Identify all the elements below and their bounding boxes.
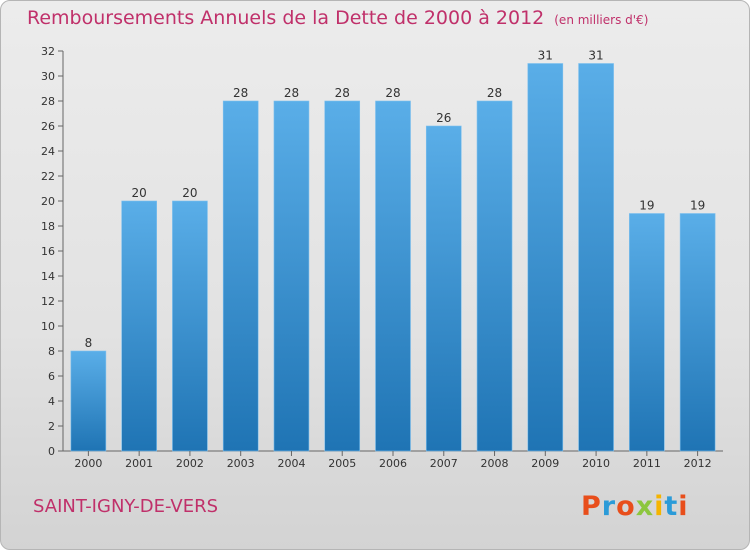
bar bbox=[70, 350, 107, 452]
bar bbox=[578, 63, 614, 452]
chart-title: Remboursements Annuels de la Dette de 20… bbox=[27, 7, 545, 29]
y-tick-label: 2 bbox=[48, 420, 55, 433]
bar bbox=[172, 200, 208, 452]
x-tick-label: 2004 bbox=[277, 457, 305, 470]
bar bbox=[273, 100, 310, 452]
bar-value-label: 31 bbox=[588, 49, 603, 63]
y-tick-label: 22 bbox=[41, 170, 55, 183]
bar bbox=[527, 63, 564, 452]
title-block: Remboursements Annuels de la Dette de 20… bbox=[27, 7, 648, 29]
bar bbox=[629, 213, 665, 452]
bar-value-label: 28 bbox=[385, 86, 400, 100]
y-tick-label: 32 bbox=[41, 45, 55, 58]
bar-value-label: 26 bbox=[436, 111, 451, 125]
logo-letter: P bbox=[581, 491, 602, 522]
x-tick-label: 2003 bbox=[227, 457, 255, 470]
y-tick-label: 14 bbox=[41, 270, 55, 283]
logo-letter: x bbox=[635, 491, 655, 522]
y-tick-label: 0 bbox=[48, 445, 55, 458]
bar bbox=[121, 200, 157, 452]
y-tick-label: 28 bbox=[41, 95, 55, 108]
bar-value-label: 28 bbox=[487, 86, 502, 100]
logo-letter: t bbox=[664, 491, 679, 522]
bar-value-label: 28 bbox=[233, 86, 248, 100]
x-tick-label: 2001 bbox=[125, 457, 153, 470]
x-tick-label: 2012 bbox=[684, 457, 712, 470]
bar bbox=[375, 100, 411, 452]
city-name: SAINT-IGNY-DE-VERS bbox=[33, 496, 219, 517]
bar-value-label: 20 bbox=[132, 186, 147, 200]
x-tick-label: 2010 bbox=[582, 457, 610, 470]
bar-value-label: 28 bbox=[335, 86, 350, 100]
proxiti-logo: Proxiti bbox=[581, 491, 689, 522]
logo-letter: i bbox=[678, 491, 689, 522]
bar bbox=[324, 100, 361, 452]
y-tick-label: 16 bbox=[41, 245, 55, 258]
bar-value-label: 20 bbox=[182, 186, 197, 200]
bar bbox=[425, 125, 462, 452]
y-tick-label: 8 bbox=[48, 345, 55, 358]
bar bbox=[222, 100, 259, 452]
logo-letter: r bbox=[601, 491, 617, 522]
y-tick-label: 12 bbox=[41, 295, 55, 308]
x-tick-label: 2000 bbox=[74, 457, 102, 470]
y-tick-label: 4 bbox=[48, 395, 55, 408]
y-tick-label: 20 bbox=[41, 195, 55, 208]
x-tick-label: 2002 bbox=[176, 457, 204, 470]
x-tick-label: 2008 bbox=[481, 457, 509, 470]
logo-letter: i bbox=[654, 491, 665, 522]
chart-subtitle: (en milliers d'€) bbox=[554, 13, 649, 27]
y-tick-label: 18 bbox=[41, 220, 55, 233]
logo-letter: o bbox=[616, 491, 636, 522]
bar bbox=[476, 100, 513, 452]
bar-value-label: 8 bbox=[85, 336, 93, 350]
y-tick-label: 6 bbox=[48, 370, 55, 383]
bar-value-label: 19 bbox=[690, 199, 705, 213]
x-tick-label: 2011 bbox=[633, 457, 661, 470]
y-tick-label: 10 bbox=[41, 320, 55, 333]
bar bbox=[679, 213, 716, 452]
bar-value-label: 31 bbox=[538, 49, 553, 63]
bar-value-label: 19 bbox=[639, 199, 654, 213]
x-tick-label: 2007 bbox=[430, 457, 458, 470]
y-tick-label: 24 bbox=[41, 145, 55, 158]
x-tick-label: 2006 bbox=[379, 457, 407, 470]
x-tick-label: 2005 bbox=[328, 457, 356, 470]
x-tick-label: 2009 bbox=[531, 457, 559, 470]
bar-value-label: 28 bbox=[284, 86, 299, 100]
y-tick-label: 26 bbox=[41, 120, 55, 133]
y-tick-label: 30 bbox=[41, 70, 55, 83]
